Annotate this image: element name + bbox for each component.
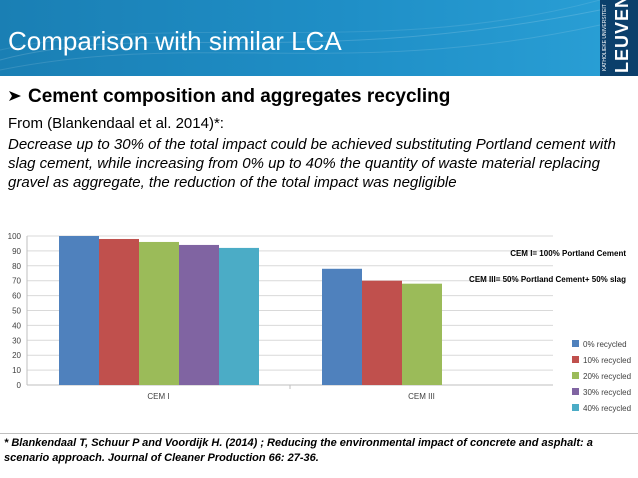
bar-cem-iii-series-0 xyxy=(322,268,362,385)
legend-label: 20% recycled xyxy=(583,372,631,381)
legend-label: 10% recycled xyxy=(583,356,631,365)
y-tick-label: 30 xyxy=(12,336,21,345)
y-tick-label: 70 xyxy=(12,277,21,286)
footnote: * Blankendaal T, Schuur P and Voordijk H… xyxy=(4,437,593,464)
x-tick-label: CEM I xyxy=(147,392,169,401)
chart-annotation: CEM III= 50% Portland Cement+ 50% slag xyxy=(469,275,626,284)
y-tick-label: 80 xyxy=(12,262,21,271)
y-tick-label: 100 xyxy=(8,232,22,241)
logo-subtext: KATHOLIEKE UNIVERSITEIT xyxy=(602,4,608,72)
header-decoration xyxy=(0,0,600,71)
legend-swatch xyxy=(572,388,579,395)
y-tick-label: 0 xyxy=(17,381,22,390)
description-text: Decrease up to 30% of the total impact c… xyxy=(8,136,616,191)
arrow-bullet-icon xyxy=(8,86,28,108)
bar-chart: 0 10 20 30 40 50 60 70 80 90 100 CEM I CEM III CEM I=… xyxy=(0,224,638,434)
university-logo: KATHOLIEKE UNIVERSITEIT LEUVEN xyxy=(600,0,638,76)
x-tick-label: CEM III xyxy=(408,392,435,401)
y-tick-label: 50 xyxy=(12,307,21,316)
bar-cem-iii-series-2 xyxy=(402,283,442,385)
y-tick-label: 40 xyxy=(12,321,21,330)
legend-label: 40% recycled xyxy=(583,404,631,413)
legend-swatch xyxy=(572,340,579,347)
y-tick-label: 10 xyxy=(12,366,21,375)
bar-cem-i-series-0 xyxy=(59,236,99,385)
legend-swatch xyxy=(572,372,579,379)
slide-header: Comparison with similar LCA KATHOLIEKE U… xyxy=(0,0,638,76)
bar-cem-i-series-3 xyxy=(179,244,219,385)
chart-svg: 0 10 20 30 40 50 60 70 80 90 100 CEM I CEM III CEM I=… xyxy=(8,232,631,413)
y-tick-label: 20 xyxy=(12,351,21,360)
legend-label: 30% recycled xyxy=(583,388,631,397)
section-heading: Cement composition and aggregates recycl… xyxy=(28,86,451,107)
chart-annotation: CEM I= 100% Portland Cement xyxy=(510,249,626,258)
section-heading-row: Cement composition and aggregates recycl… xyxy=(8,86,450,108)
footnote-divider xyxy=(0,433,638,434)
y-tick-label: 90 xyxy=(12,247,21,256)
y-tick-label: 60 xyxy=(12,292,21,301)
legend-label: 0% recycled xyxy=(583,340,627,349)
logo-text: LEUVEN xyxy=(612,0,632,73)
bar-cem-iii-series-1 xyxy=(362,280,402,385)
bar-cem-i-series-4 xyxy=(219,247,259,385)
slide-title: Comparison with similar LCA xyxy=(8,26,342,56)
bar-cem-i-series-2 xyxy=(139,241,179,385)
source-line: From (Blankendaal et al. 2014)*: xyxy=(8,115,224,132)
legend-swatch xyxy=(572,404,579,411)
bar-cem-i-series-1 xyxy=(99,238,139,385)
legend-swatch xyxy=(572,356,579,363)
